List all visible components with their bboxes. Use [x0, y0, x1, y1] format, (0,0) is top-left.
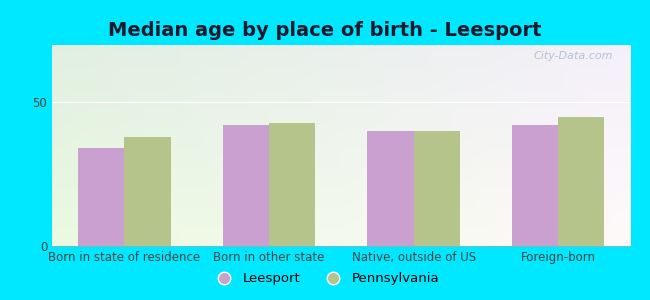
Bar [223, 125, 269, 246]
Text: Median age by place of birth - Leesport: Median age by place of birth - Leesport [109, 21, 541, 40]
Text: City-Data.com: City-Data.com [534, 51, 613, 61]
Legend: Leesport, Pennsylvania: Leesport, Pennsylvania [205, 267, 445, 290]
Bar [124, 137, 170, 246]
Bar [512, 125, 558, 246]
Bar [413, 131, 460, 246]
Bar [558, 117, 605, 246]
Bar [78, 148, 124, 246]
Bar [367, 131, 413, 246]
Bar [269, 122, 315, 246]
